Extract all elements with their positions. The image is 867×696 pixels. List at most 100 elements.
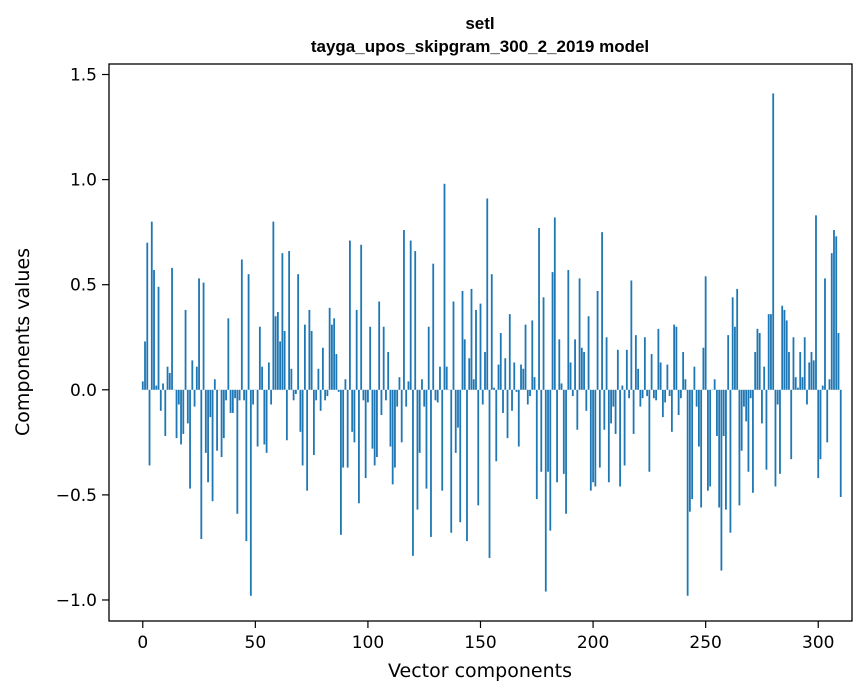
- bar-component-289: [792, 337, 795, 390]
- bar-component-230: [659, 362, 662, 390]
- bar-component-306: [830, 253, 833, 390]
- chart-title-line1: setl: [465, 14, 494, 33]
- bar-component-249: [702, 347, 705, 390]
- bar-component-276: [763, 366, 766, 390]
- bar-component-213: [621, 385, 624, 390]
- bar-component-296: [808, 362, 811, 390]
- bar-component-160: [502, 389, 504, 413]
- bar-component-18: [182, 389, 185, 434]
- bar-component-153: [486, 198, 489, 390]
- bar-component-203: [598, 389, 601, 468]
- bar-component-235: [670, 389, 673, 432]
- bar-component-98: [362, 389, 365, 401]
- bar-component-143: [463, 339, 466, 390]
- bar-component-176: [538, 227, 540, 390]
- bar-component-258: [722, 389, 725, 437]
- bar-component-57: [270, 389, 273, 405]
- bar-component-293: [801, 377, 804, 390]
- bar-component-225: [648, 389, 651, 472]
- bar-component-124: [421, 379, 423, 390]
- bar-component-193: [576, 389, 579, 430]
- bar-component-301: [819, 389, 822, 460]
- bar-component-150: [479, 303, 482, 390]
- bar-component-80: [321, 347, 324, 390]
- bar-component-63: [283, 330, 286, 390]
- bar-component-16: [177, 389, 180, 405]
- bar-component-162: [506, 389, 509, 439]
- bar-component-69: [297, 274, 300, 390]
- bar-component-23: [193, 389, 196, 407]
- bar-component-8: [159, 389, 162, 411]
- bar-component-200: [592, 389, 594, 483]
- bar-component-190: [569, 362, 572, 390]
- bar-component-232: [664, 389, 667, 403]
- bar-component-47: [247, 274, 250, 390]
- bar-component-19: [184, 309, 187, 390]
- bar-component-182: [551, 272, 554, 390]
- bar-component-236: [673, 324, 676, 390]
- y-tick-label: 1.0: [70, 171, 97, 191]
- bar-component-254: [713, 379, 716, 390]
- bar-component-214: [623, 389, 626, 466]
- bar-component-216: [628, 389, 630, 399]
- bar-component-86: [335, 354, 338, 390]
- bar-component-126: [425, 389, 428, 489]
- bar-component-199: [589, 389, 592, 491]
- bar-component-168: [520, 364, 522, 390]
- bar-component-39: [229, 389, 232, 413]
- bar-component-42: [236, 389, 239, 514]
- bar-component-286: [785, 320, 788, 390]
- bar-component-108: [385, 389, 387, 401]
- bar-component-2: [146, 242, 149, 390]
- bar-component-282: [776, 389, 779, 405]
- bar-component-120: [412, 389, 414, 556]
- bar-component-101: [369, 326, 372, 390]
- bar-component-270: [749, 389, 752, 399]
- bar-component-201: [594, 389, 597, 487]
- bar-component-123: [418, 389, 421, 453]
- x-tick-label: 250: [689, 633, 721, 653]
- bar-component-275: [761, 389, 763, 424]
- bar-component-300: [817, 389, 820, 479]
- bar-component-271: [752, 389, 754, 493]
- bar-component-221: [639, 389, 642, 407]
- x-tick-label: 150: [464, 633, 496, 653]
- y-tick-label: 0.5: [70, 276, 97, 296]
- y-tick-label: 0.0: [70, 381, 97, 401]
- bar-component-35: [220, 389, 223, 458]
- bar-component-212: [619, 389, 621, 487]
- bar-component-179: [544, 389, 547, 592]
- bar-component-197: [585, 389, 588, 411]
- bar-component-257: [720, 389, 723, 571]
- bar-component-109: [387, 351, 390, 390]
- chart-title-line2: tayga_upos_skipgram_300_2_2019 model: [311, 37, 649, 56]
- bar-component-0: [141, 381, 144, 390]
- bar-component-46: [245, 389, 248, 542]
- bar-component-4: [150, 221, 153, 390]
- bar-component-169: [522, 368, 525, 390]
- bar-component-237: [675, 326, 678, 390]
- bar-component-15: [175, 389, 178, 439]
- bar-component-145: [468, 358, 471, 390]
- bar-component-77: [315, 389, 318, 401]
- bar-component-12: [168, 372, 171, 390]
- bar-component-161: [504, 358, 507, 390]
- bar-component-10: [164, 389, 167, 437]
- bar-component-174: [533, 377, 536, 390]
- bar-component-241: [684, 379, 687, 390]
- bar-component-36: [222, 389, 225, 439]
- y-tick-label: 1.5: [70, 66, 97, 86]
- bar-component-247: [698, 389, 700, 447]
- bar-component-147: [472, 379, 475, 390]
- bar-component-139: [454, 389, 457, 453]
- bar-component-256: [718, 389, 721, 508]
- bar-component-310: [839, 389, 842, 497]
- bar-component-284: [781, 305, 784, 390]
- bar-component-94: [353, 389, 356, 443]
- bar-component-91: [346, 389, 349, 468]
- bar-component-73: [306, 389, 309, 491]
- bar-component-307: [833, 230, 835, 390]
- bar-component-220: [637, 368, 640, 390]
- bar-component-163: [508, 314, 511, 390]
